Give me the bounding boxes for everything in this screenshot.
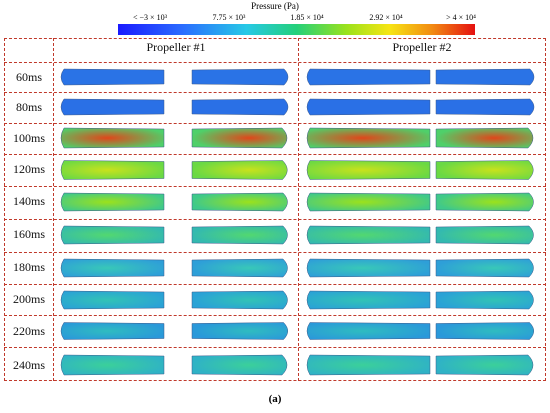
blade-contour: [306, 68, 431, 86]
row-separator: [4, 315, 546, 316]
blade-contour: [306, 322, 431, 340]
blade-contour: [435, 192, 534, 212]
blade-contour: [60, 354, 165, 376]
time-label-200: 200ms: [12, 292, 45, 306]
blade-contour: [191, 354, 288, 376]
blade-contour: [435, 290, 534, 310]
blade-contour: [435, 160, 534, 180]
blade-contour: [435, 68, 535, 86]
blade-contour: [191, 225, 288, 245]
blade-contour: [306, 98, 431, 116]
blade-contour: [191, 322, 288, 340]
time-label-220: 220ms: [12, 324, 45, 338]
blade-contour: [435, 127, 534, 149]
colorbar-tick-4: 2.92 × 10⁴: [369, 13, 403, 22]
time-label-140: 140ms: [12, 194, 45, 208]
time-label-160: 160ms: [12, 227, 45, 241]
blade-contour: [306, 354, 431, 376]
time-label-120: 120ms: [12, 162, 45, 176]
propeller-2-title: Propeller #2: [392, 40, 452, 54]
blade-contour: [191, 68, 289, 86]
blade-contour: [435, 98, 535, 116]
blade-contour: [306, 225, 431, 245]
blade-contour: [60, 322, 165, 340]
blade-contour: [60, 160, 165, 180]
row-separator: [4, 123, 546, 124]
propeller-separator: [298, 38, 299, 381]
blade-contour: [306, 160, 431, 180]
blade-contour: [191, 192, 288, 212]
row-separator: [4, 92, 546, 93]
row-separator: [4, 347, 546, 348]
colorbar: [118, 24, 475, 35]
blade-contour: [435, 354, 534, 376]
blade-contour: [60, 68, 165, 86]
blade-contour: [60, 192, 165, 212]
colorbar-tick-3: 1.85 × 10⁴: [290, 13, 324, 22]
blade-contour: [306, 127, 431, 149]
blade-contour: [60, 98, 165, 116]
time-label-column: [4, 38, 54, 381]
row-separator: [4, 186, 546, 187]
figure-frame: [4, 38, 546, 381]
row-separator: [4, 284, 546, 285]
blade-contour: [306, 258, 431, 278]
time-label-180: 180ms: [12, 260, 45, 274]
colorbar-tick-5: > 4 × 10⁴: [446, 13, 476, 22]
blade-contour: [435, 258, 534, 278]
row-separator: [4, 252, 546, 253]
blade-contour: [60, 290, 165, 310]
time-label-100: 100ms: [12, 131, 45, 145]
blade-contour: [191, 160, 288, 180]
row-separator: [4, 62, 546, 63]
row-separator: [4, 219, 546, 220]
blade-contour: [191, 258, 288, 278]
blade-contour: [191, 127, 288, 149]
blade-contour: [435, 322, 534, 340]
colorbar-title: Pressure (Pa): [251, 1, 299, 11]
row-separator: [4, 154, 546, 155]
blade-contour: [60, 127, 165, 149]
propeller-1-title: Propeller #1: [146, 40, 206, 54]
blade-contour: [435, 225, 534, 245]
time-label-60: 60ms: [15, 70, 42, 84]
colorbar-tick-2: 7.75 × 10³: [212, 13, 246, 22]
blade-contour: [60, 258, 165, 278]
time-label-240: 240ms: [12, 358, 45, 372]
figure-caption: (a): [268, 393, 282, 405]
blade-contour: [306, 192, 431, 212]
time-label-80: 80ms: [15, 100, 42, 114]
blade-contour: [60, 225, 165, 245]
blade-contour: [306, 290, 431, 310]
colorbar-tick-1: < −3 × 10³: [133, 13, 167, 22]
blade-contour: [191, 98, 289, 116]
blade-contour: [191, 290, 288, 310]
